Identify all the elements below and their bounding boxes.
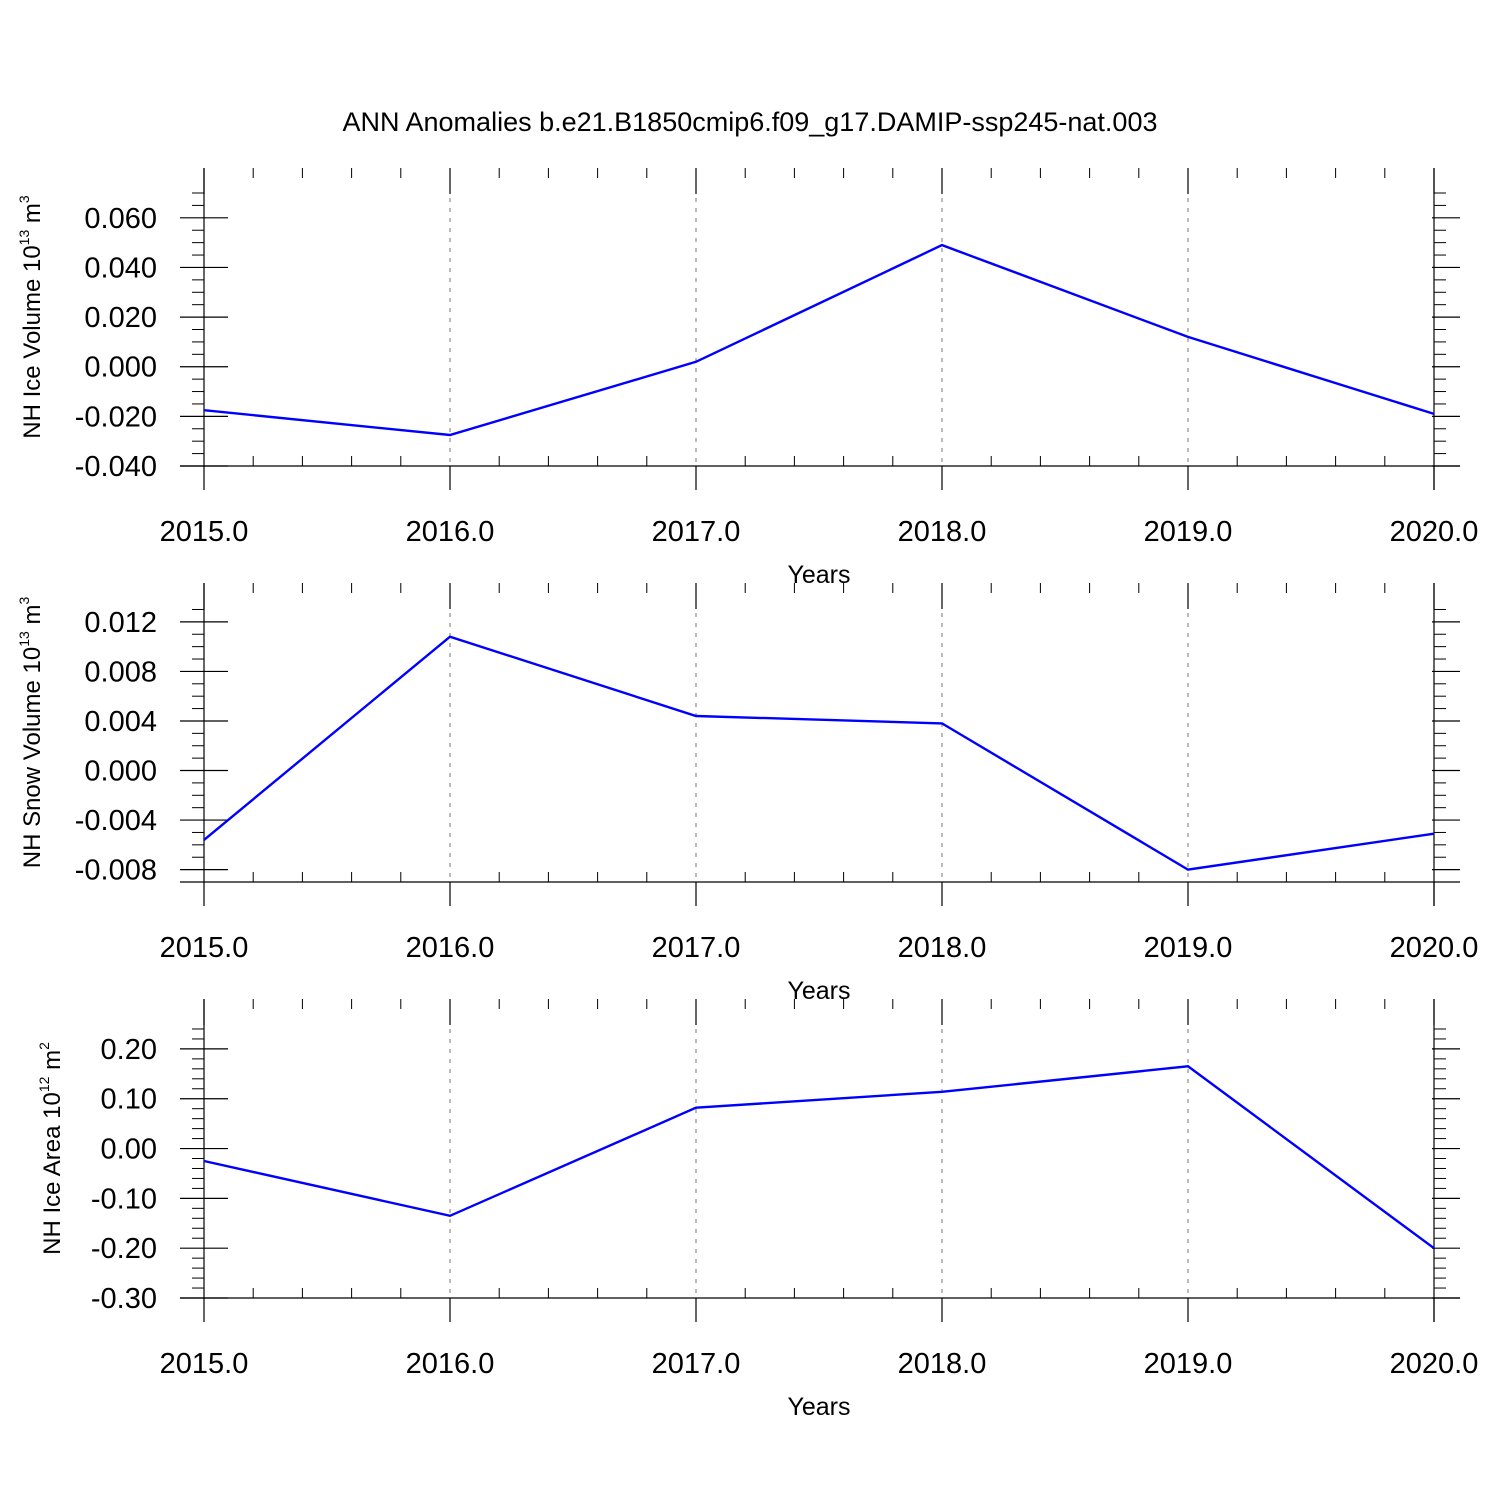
y-axis-label-unit-exponent: 2 (36, 1042, 52, 1050)
y-tick-label: -0.30 (91, 1283, 157, 1315)
y-tick-label: -0.10 (91, 1183, 157, 1215)
x-tick-label: 2018.0 (898, 1348, 987, 1380)
y-tick-label: -0.040 (75, 451, 157, 483)
y-tick-label: -0.004 (75, 805, 157, 837)
x-tick-label: 2015.0 (160, 932, 249, 964)
y-axis-label-text: NH Ice Area 10 (39, 1092, 66, 1255)
figure-title: ANN Anomalies b.e21.B1850cmip6.f09_g17.D… (343, 107, 1158, 137)
x-tick-label: 2020.0 (1390, 932, 1479, 964)
x-tick-label: 2015.0 (160, 516, 249, 548)
y-axis-label-exponent: 13 (16, 230, 32, 246)
series-line (203, 1065, 1435, 1250)
y-tick-label: 0.00 (101, 1134, 157, 1166)
y-tick-label: 0.20 (101, 1034, 157, 1066)
x-tick-label: 2020.0 (1390, 516, 1479, 548)
panel-nh-snow-volume: 2015.0 2016.0 2017.0 2018.0 2019.0 2020.0 0.01… (16, 583, 1478, 1005)
x-tick-label: 2017.0 (652, 932, 741, 964)
x-tick-label: 2017.0 (652, 1348, 741, 1380)
y-axis-label: NH Snow Volume 1013 m3 (16, 597, 46, 869)
x-tick-label: 2019.0 (1144, 1348, 1233, 1380)
x-tick-label: 2020.0 (1390, 1348, 1479, 1380)
y-axis-label-exponent: 13 (16, 631, 32, 647)
y-tick-label: 0.008 (84, 656, 157, 688)
y-axis-label: NH Ice Volume 1013 m3 (16, 195, 46, 439)
x-tick-label: 2018.0 (898, 932, 987, 964)
y-tick-label: 0.004 (84, 706, 157, 738)
x-axis-label: Years (787, 1393, 850, 1421)
y-axis-label-unit-exponent: 3 (16, 195, 32, 203)
x-axis-label: Years (787, 977, 850, 1005)
y-tick-label: 0.012 (84, 607, 157, 639)
series-line (203, 243, 1435, 437)
x-tick-label: 2019.0 (1144, 516, 1233, 548)
panel-nh-ice-area: 2015.0 2016.0 2017.0 2018.0 2019.0 2020.0 0.20… (36, 999, 1478, 1421)
y-tick-label: 0.040 (84, 252, 157, 284)
y-tick-label: 0.10 (101, 1084, 157, 1116)
x-tick-label: 2016.0 (406, 516, 495, 548)
x-tick-label: 2017.0 (652, 516, 741, 548)
y-axis-label-text: NH Snow Volume 10 (19, 647, 46, 868)
y-tick-label: 0.060 (84, 203, 157, 235)
y-tick-label: -0.020 (75, 401, 157, 433)
y-tick-label: 0.020 (84, 302, 157, 334)
y-tick-label: -0.20 (91, 1233, 157, 1265)
x-tick-label: 2016.0 (406, 932, 495, 964)
y-tick-label: 0.000 (84, 352, 157, 384)
y-axis-label-unit: m (19, 203, 46, 230)
y-axis-label-unit: m (39, 1050, 66, 1077)
y-axis-label-unit-exponent: 3 (16, 597, 32, 605)
y-tick-label: 0.000 (84, 756, 157, 788)
series-line (203, 635, 1435, 871)
panel-nh-ice-volume: 2015.0 2016.0 2017.0 2018.0 2019.0 2020.0 0.06… (16, 168, 1478, 589)
x-axis-label: Years (787, 561, 850, 589)
y-axis-label-unit: m (19, 605, 46, 632)
x-tick-label: 2018.0 (898, 516, 987, 548)
y-axis-label-exponent: 12 (36, 1076, 52, 1092)
y-tick-label: -0.008 (75, 855, 157, 887)
x-tick-label: 2015.0 (160, 1348, 249, 1380)
x-tick-label: 2019.0 (1144, 932, 1233, 964)
y-axis-label: NH Ice Area 1012 m2 (36, 1042, 66, 1255)
x-tick-label: 2016.0 (406, 1348, 495, 1380)
y-axis-label-text: NH Ice Volume 10 (19, 245, 46, 438)
